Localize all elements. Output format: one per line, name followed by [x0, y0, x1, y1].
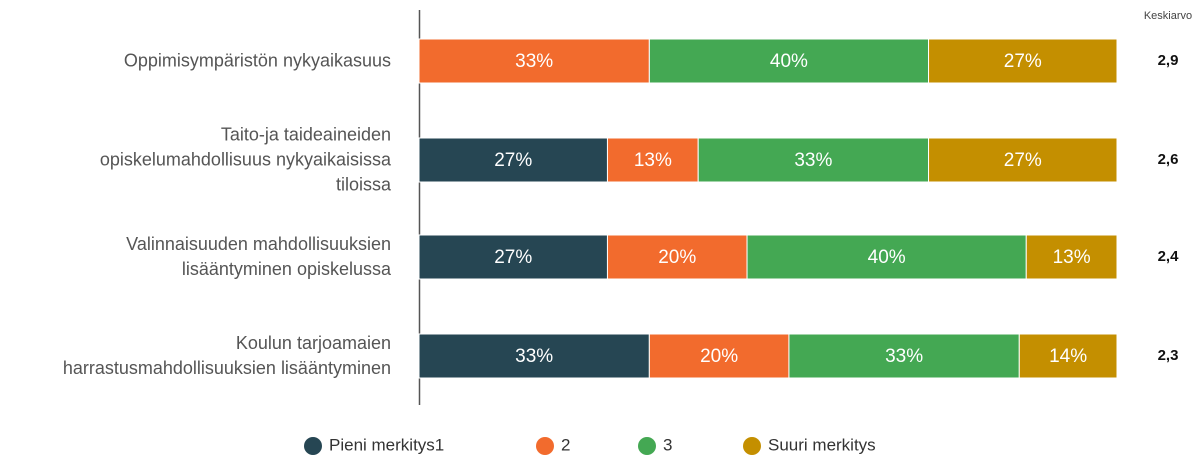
legend-swatch — [304, 437, 322, 455]
value-label: 40% — [770, 51, 808, 72]
average-value: 2,6 — [1158, 151, 1179, 168]
bar-segment — [746, 234, 1027, 280]
value-label: 20% — [700, 346, 738, 367]
value-label: 33% — [515, 346, 553, 367]
value-label: 27% — [1004, 51, 1042, 72]
value-label: 33% — [794, 150, 832, 171]
average-value: 2,3 — [1158, 347, 1179, 364]
value-label: 27% — [1004, 150, 1042, 171]
average-title: Keskiarvo — [1144, 10, 1192, 22]
bar-segment — [606, 234, 748, 280]
legend-swatch — [743, 437, 761, 455]
legend-label: Suuri merkitys — [768, 435, 876, 454]
legend-label: 3 — [663, 435, 672, 454]
bar-segment — [648, 333, 790, 379]
value-label: 40% — [868, 247, 906, 268]
bar-segment — [1025, 234, 1118, 280]
bar-segment — [1018, 333, 1118, 379]
value-label: 27% — [494, 247, 532, 268]
legend-swatch — [638, 437, 656, 455]
category-label: Valinnaisuuden mahdollisuuksien lisäänty… — [126, 234, 391, 279]
bar-segment — [788, 333, 1020, 379]
bar-segment — [928, 38, 1118, 84]
bar-segment — [928, 137, 1118, 183]
category-label: Koulun tarjoamaien harrastusmahdollisuuk… — [62, 333, 391, 378]
bar-segment — [418, 38, 650, 84]
value-label: 33% — [885, 346, 923, 367]
bar-segment — [418, 137, 608, 183]
value-label: 33% — [515, 51, 553, 72]
value-label: 14% — [1049, 346, 1087, 367]
legend-swatch — [536, 437, 554, 455]
category-label: Taito-ja taideaineiden opiskelumahdollis… — [99, 124, 391, 195]
value-label: 20% — [658, 247, 696, 268]
value-label: 27% — [494, 150, 532, 171]
legend-label: Pieni merkitys1 — [329, 435, 444, 454]
category-label: Oppimisympäristön nykyaikasuus — [123, 50, 391, 71]
bar-segment — [648, 38, 930, 84]
value-label: 13% — [634, 150, 672, 171]
legend-label: 2 — [561, 435, 570, 454]
average-value: 2,4 — [1158, 248, 1180, 265]
bar-segment — [418, 234, 608, 280]
value-label: 13% — [1053, 247, 1091, 268]
bar-segment — [418, 333, 650, 379]
bar-segment — [606, 137, 699, 183]
average-value: 2,9 — [1158, 52, 1179, 69]
